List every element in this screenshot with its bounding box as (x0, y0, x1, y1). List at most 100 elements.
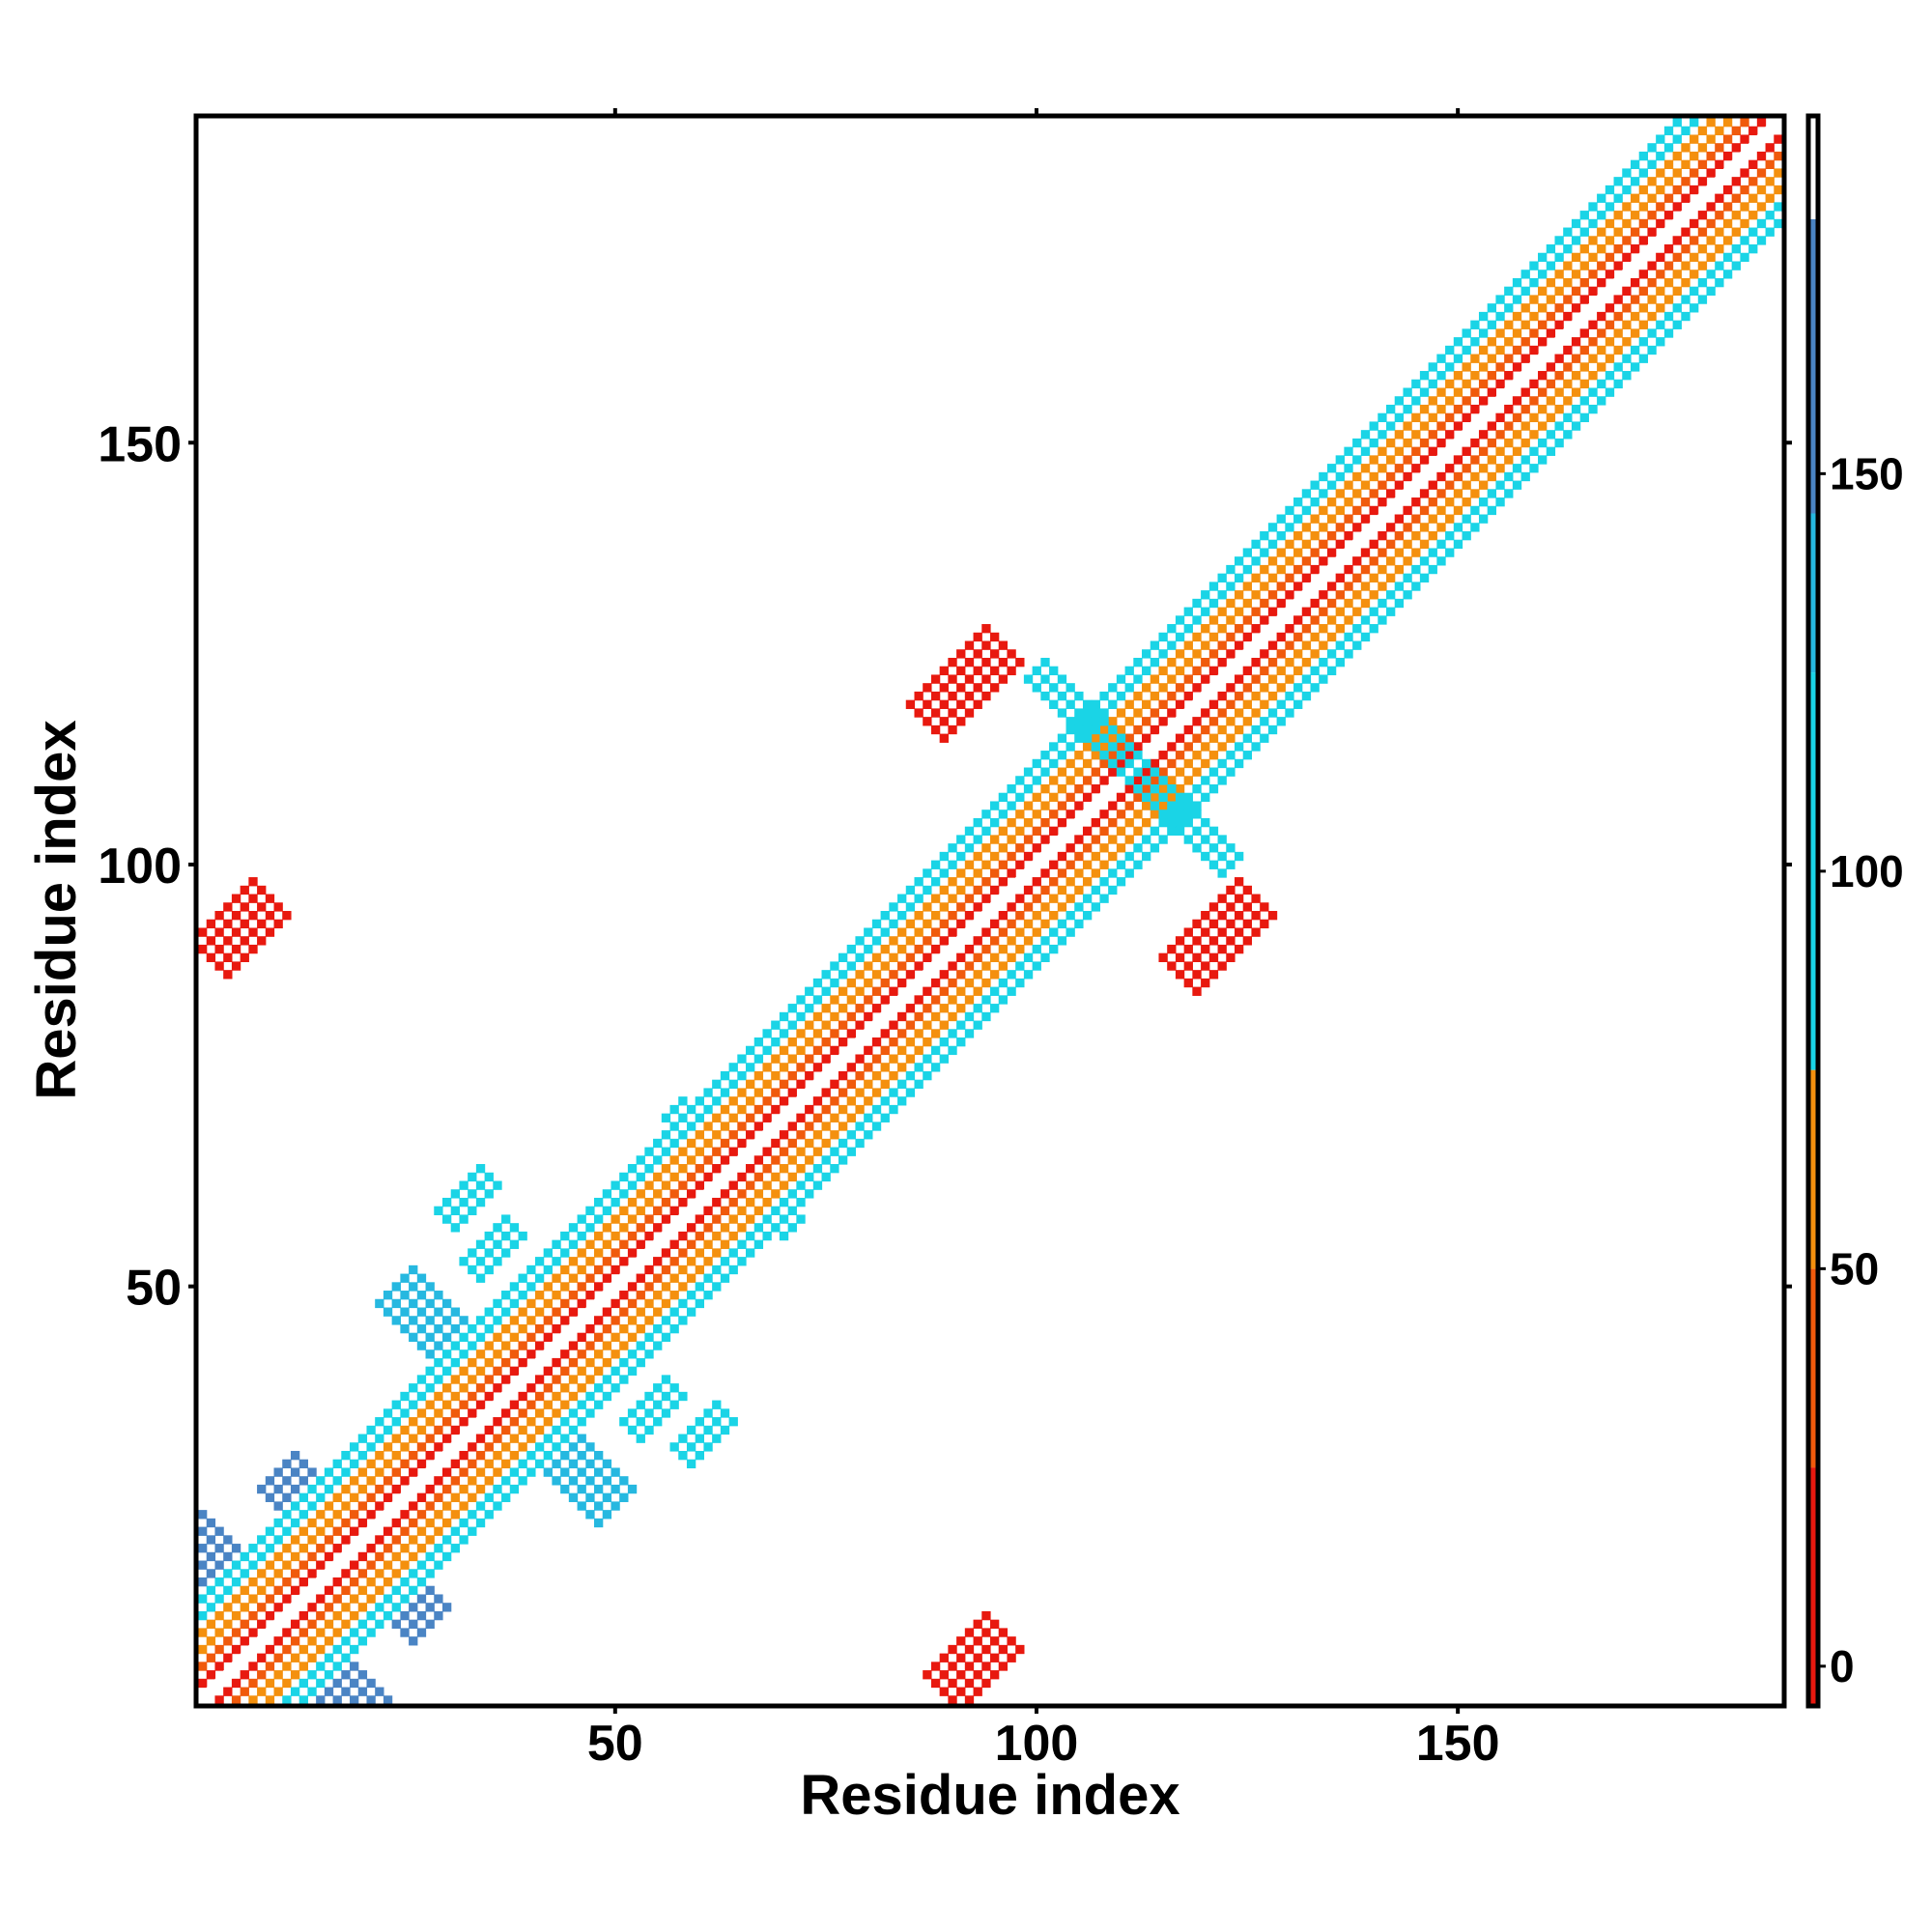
heatmap-cell (1663, 177, 1674, 186)
heatmap-cell (568, 1442, 579, 1452)
heatmap-cell (737, 1257, 747, 1266)
heatmap-cell (1428, 464, 1437, 473)
heatmap-cell (475, 1417, 486, 1427)
heatmap-cell (771, 1223, 781, 1233)
heatmap-cell (1765, 159, 1775, 169)
heatmap-cell (821, 1155, 831, 1165)
heatmap-cell (1715, 177, 1724, 186)
heatmap-cell (838, 1122, 848, 1131)
heatmap-cell (1099, 810, 1109, 819)
heatmap-cell (897, 1079, 907, 1090)
heatmap-cell (1495, 311, 1505, 322)
heatmap-cell (602, 1307, 612, 1317)
heatmap-cell (762, 1096, 772, 1106)
heatmap-cell (1158, 792, 1168, 803)
heatmap-cell (416, 1273, 427, 1283)
heatmap-cell (357, 1551, 368, 1562)
heatmap-cell (518, 1357, 527, 1368)
heatmap-cell (762, 1045, 772, 1056)
heatmap-cell (560, 1248, 570, 1258)
heatmap-cell (1023, 936, 1034, 946)
heatmap-cell (341, 1636, 351, 1646)
heatmap-cell (1672, 118, 1682, 128)
heatmap-cell (206, 1551, 216, 1562)
heatmap-cell (231, 1695, 242, 1705)
heatmap-cell (1748, 143, 1758, 153)
heatmap-cell (383, 1695, 393, 1705)
heatmap-cell (948, 961, 957, 971)
heatmap-cell (1217, 691, 1227, 701)
heatmap-cell (981, 911, 991, 921)
heatmap-cell (653, 1323, 663, 1334)
heatmap-cell (1074, 783, 1084, 794)
heatmap-cell (1445, 345, 1455, 355)
heatmap-cell (1319, 624, 1328, 634)
heatmap-cell (1394, 514, 1405, 524)
heatmap-cell (956, 986, 966, 996)
heatmap-cell (1470, 421, 1480, 431)
heatmap-cell (1260, 666, 1269, 676)
heatmap-cell (1116, 826, 1126, 836)
heatmap-cell (864, 1011, 873, 1022)
heatmap-cell (1579, 311, 1589, 322)
heatmap-cell (1319, 607, 1328, 616)
heatmap-cell (577, 1450, 586, 1461)
heatmap-cell (712, 1231, 722, 1241)
heatmap-cell (1335, 624, 1345, 634)
heatmap-cell (357, 1670, 368, 1680)
heatmap-cell (1192, 810, 1202, 819)
heatmap-cell (796, 1063, 806, 1072)
heatmap-cell (973, 936, 982, 946)
heatmap-cell (720, 1104, 730, 1115)
heatmap-cell (416, 1408, 427, 1418)
heatmap-cell (1394, 446, 1405, 456)
heatmap-cell (257, 902, 267, 912)
heatmap-cell (1630, 227, 1640, 237)
heatmap-cell (956, 1037, 966, 1047)
heatmap-cell (493, 1239, 502, 1249)
heatmap-cell (1504, 455, 1514, 465)
heatmap-cell (737, 1138, 747, 1149)
heatmap-cell (1301, 489, 1312, 498)
heatmap-cell (1167, 817, 1177, 828)
heatmap-cell (636, 1357, 645, 1368)
heatmap-cell (552, 1257, 561, 1266)
heatmap-cell (484, 1408, 494, 1418)
heatmap-cell (1571, 421, 1581, 431)
heatmap-cell (636, 1155, 645, 1165)
heatmap-cell (1487, 303, 1496, 313)
heatmap-cell (1226, 582, 1236, 591)
heatmap-cell (1023, 885, 1034, 895)
heatmap-cell (821, 1054, 831, 1064)
heatmap-cell (1352, 539, 1362, 550)
heatmap-cell (594, 1248, 604, 1258)
heatmap-cell (1167, 691, 1177, 701)
heatmap-cell (366, 1492, 376, 1502)
heatmap-cell (1403, 387, 1412, 397)
heatmap-cell (1007, 936, 1016, 946)
heatmap-cell (1293, 497, 1303, 507)
heatmap-cell (1049, 666, 1059, 676)
heatmap-cell (1267, 607, 1278, 616)
heatmap-cell (307, 1467, 317, 1477)
heatmap-cell (602, 1375, 612, 1384)
heatmap-cell (1040, 674, 1050, 684)
heatmap-cell (1638, 236, 1649, 245)
heatmap-cell (686, 1206, 696, 1216)
heatmap-cell (846, 944, 857, 954)
heatmap-cell (307, 1636, 317, 1646)
heatmap-cell (1065, 927, 1075, 937)
heatmap-cell (880, 1045, 890, 1056)
heatmap-cell (450, 1408, 461, 1418)
heatmap-cell (712, 1282, 722, 1292)
heatmap-cell (282, 1526, 292, 1536)
heatmap-cell (1319, 471, 1328, 482)
heatmap-cell (1242, 885, 1253, 895)
heatmap-cell (1142, 776, 1151, 785)
heatmap-cell (1352, 455, 1362, 465)
heatmap-cell (889, 936, 898, 946)
heatmap-cell (214, 1695, 224, 1705)
heatmap-cell (1301, 657, 1312, 668)
heatmap-cell (240, 919, 249, 929)
heatmap-cell (889, 902, 898, 912)
